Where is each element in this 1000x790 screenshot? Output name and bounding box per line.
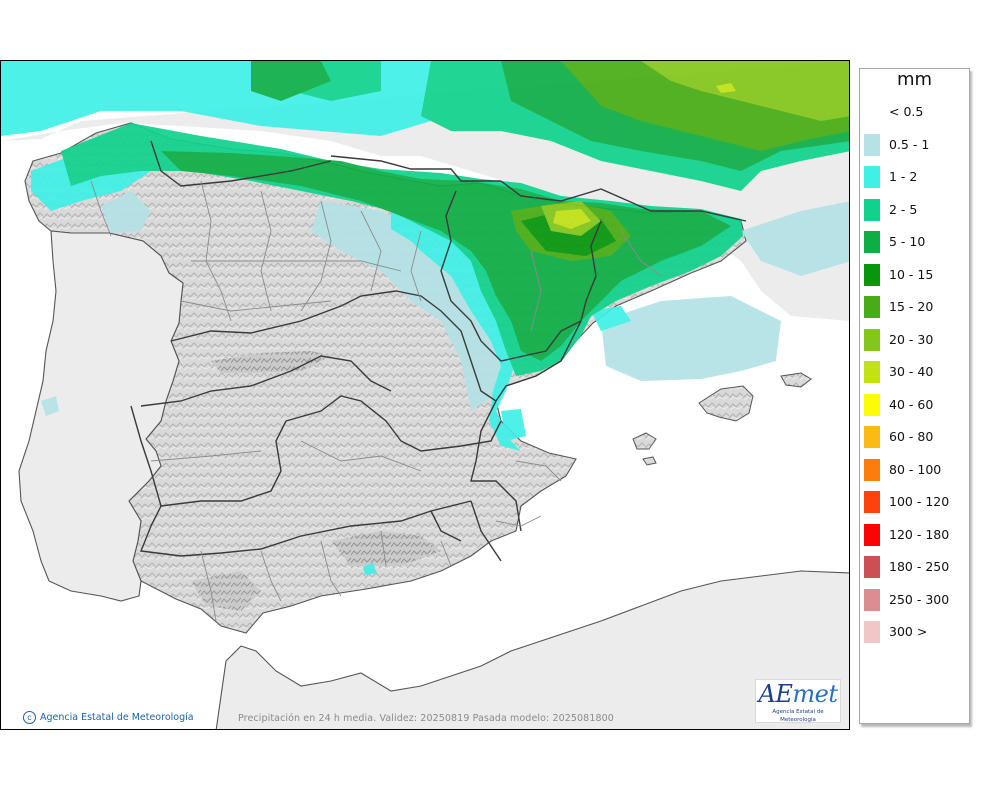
legend-item: 180 - 250 bbox=[864, 556, 968, 578]
legend-swatch bbox=[864, 458, 880, 481]
legend-item: 60 - 80 bbox=[864, 426, 968, 448]
formentera-land bbox=[642, 456, 657, 466]
legend-label: 80 - 100 bbox=[889, 461, 942, 477]
legend-label: < 0.5 bbox=[889, 104, 924, 119]
legend-swatch bbox=[864, 523, 880, 546]
legend-item: 120 - 180 bbox=[864, 523, 968, 546]
legend-label: 60 - 80 bbox=[889, 429, 934, 444]
legend-swatch bbox=[864, 296, 880, 318]
logo-subtitle: Agencia Estatal de Meteorología bbox=[772, 709, 824, 723]
legend-swatch bbox=[864, 133, 880, 156]
legend-item: 40 - 60 bbox=[864, 393, 968, 416]
legend-label: 100 - 120 bbox=[889, 494, 950, 509]
precip-overlay bbox=[1, 61, 849, 575]
logo-wordmark: AEmet bbox=[758, 680, 838, 708]
legend-item: 1 - 2 bbox=[864, 166, 968, 188]
legend-item: < 0.5 bbox=[864, 101, 968, 121]
legend-item: 5 - 10 bbox=[864, 231, 968, 253]
legend-label: 20 - 30 bbox=[889, 331, 934, 347]
province-borders bbox=[90, 180, 662, 622]
legend-swatch bbox=[864, 426, 880, 448]
menorca-land bbox=[780, 372, 812, 388]
mallorca-land bbox=[698, 385, 754, 422]
agency-credit[interactable]: c Agencia Estatal de Meteorología bbox=[23, 711, 194, 724]
precipitation-map[interactable]: c Agencia Estatal de Meteorología Precip… bbox=[0, 60, 850, 730]
legend-item: 20 - 30 bbox=[864, 328, 968, 351]
copyright-icon: c bbox=[23, 711, 36, 724]
legend-item: 0.5 - 1 bbox=[864, 133, 968, 156]
map-canvas[interactable] bbox=[1, 61, 850, 730]
legend-title: mm bbox=[896, 69, 933, 90]
legend-swatch bbox=[864, 263, 880, 286]
legend-swatch bbox=[864, 361, 880, 383]
legend-item: 10 - 15 bbox=[864, 263, 968, 286]
legend-swatch bbox=[864, 393, 880, 416]
legend-label: 10 - 15 bbox=[889, 266, 934, 282]
legend-label: 15 - 20 bbox=[889, 299, 934, 314]
map-caption: Precipitación en 24 h media. Validez: 20… bbox=[238, 713, 614, 724]
legend-label: 1 - 2 bbox=[889, 169, 918, 184]
legend-swatch bbox=[864, 166, 880, 188]
legend-label: 250 - 300 bbox=[889, 591, 950, 607]
legend-item: 30 - 40 bbox=[864, 361, 968, 383]
legend-swatch bbox=[864, 328, 880, 351]
portugal-land bbox=[18, 230, 184, 602]
legend-item: 100 - 120 bbox=[864, 491, 968, 513]
legend-item: 15 - 20 bbox=[864, 296, 968, 318]
legend-item: 2 - 5 bbox=[864, 198, 968, 221]
legend-swatch bbox=[864, 198, 880, 221]
agency-credit-text: Agencia Estatal de Meteorología bbox=[40, 712, 194, 723]
region-borders bbox=[130, 140, 747, 562]
legend-label: 180 - 250 bbox=[889, 559, 950, 574]
legend-item: 80 - 100 bbox=[864, 458, 968, 481]
aemet-logo[interactable]: AEmet Agencia Estatal de Meteorología bbox=[755, 679, 841, 723]
legend-swatch bbox=[864, 621, 880, 643]
legend-label: 5 - 10 bbox=[889, 234, 926, 249]
legend-swatch bbox=[864, 491, 880, 513]
ibiza-land bbox=[632, 432, 657, 450]
legend-label: 120 - 180 bbox=[889, 526, 950, 542]
legend-item: 300 > bbox=[864, 621, 968, 643]
precipitation-legend: mm < 0.5 0.5 - 1 1 - 2 2 - 5 5 - 10 10 - 15 15… bbox=[859, 68, 970, 724]
legend-label: 40 - 60 bbox=[889, 396, 934, 412]
legend-swatch bbox=[864, 588, 880, 611]
africa-land bbox=[215, 570, 849, 729]
legend-label: 300 > bbox=[889, 624, 928, 639]
legend-swatch bbox=[864, 231, 880, 253]
legend-label: 2 - 5 bbox=[889, 201, 918, 217]
legend-label: 0.5 - 1 bbox=[889, 136, 930, 152]
legend-item: 250 - 300 bbox=[864, 588, 968, 611]
legend-swatch bbox=[864, 556, 880, 578]
legend-label: 30 - 40 bbox=[889, 364, 934, 379]
